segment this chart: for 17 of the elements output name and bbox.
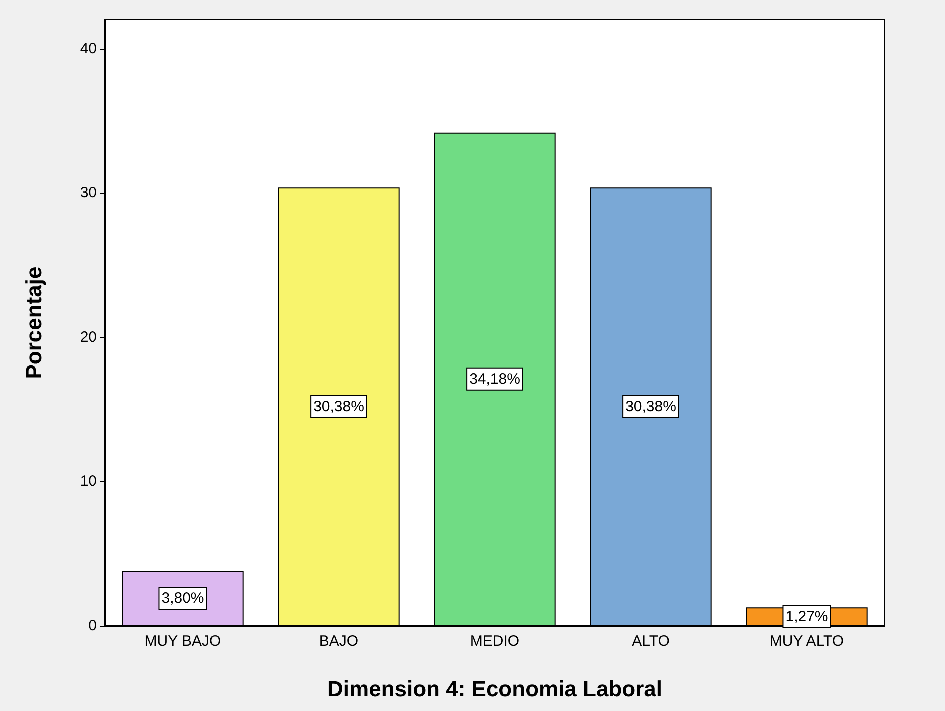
y-tick-label: 40 <box>80 40 97 58</box>
data-label: 3,80% <box>162 590 204 608</box>
data-label: 34,18% <box>470 370 520 388</box>
y-axis-title: Porcentaje <box>22 266 46 380</box>
x-tick-label: BAJO <box>319 633 359 650</box>
y-tick-label: 10 <box>80 473 97 490</box>
x-tick-label: MUY ALTO <box>770 633 844 650</box>
data-label: 30,38% <box>626 398 676 416</box>
y-tick-label: 0 <box>88 618 97 634</box>
x-tick-label: ALTO <box>632 633 670 650</box>
y-tick-label: 20 <box>80 328 97 346</box>
x-tick-label: MUY BAJO <box>144 633 222 650</box>
data-label: 1,27% <box>786 608 828 626</box>
x-axis-title: Dimension 4: Economia Laboral <box>328 676 662 702</box>
x-tick-label: MEDIO <box>470 633 520 650</box>
y-tick-label: 30 <box>80 184 97 202</box>
data-label: 30,38% <box>314 398 364 416</box>
